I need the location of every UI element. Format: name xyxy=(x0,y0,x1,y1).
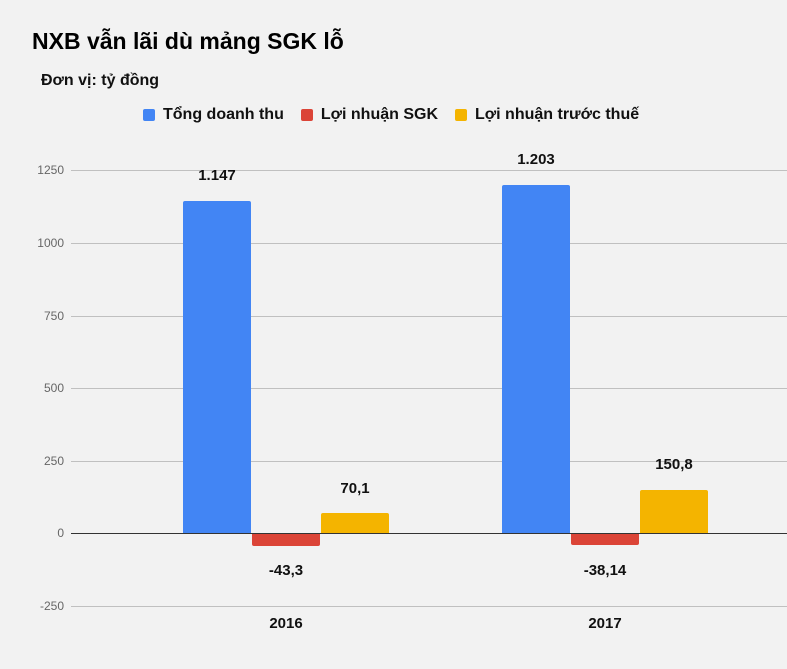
y-tick: 1250 xyxy=(37,163,64,177)
gridline-1000 xyxy=(71,243,787,244)
legend-item-pretax-profit[interactable]: Lợi nhuận trước thuế xyxy=(455,106,639,124)
bar-2016-revenue[interactable] xyxy=(183,201,251,534)
y-tick: -250 xyxy=(39,599,64,613)
y-tick: 0 xyxy=(57,526,64,540)
legend-swatch-blue-icon xyxy=(143,109,155,121)
value-label-2017-revenue: 1.203 xyxy=(517,151,555,168)
x-label-2017: 2017 xyxy=(588,615,622,632)
bar-2017-pretax-profit[interactable] xyxy=(640,490,708,534)
value-label-2017-pretax-profit: 150,8 xyxy=(655,456,693,473)
gridline-1250 xyxy=(71,170,787,171)
gridline-500 xyxy=(71,388,787,389)
y-tick: 500 xyxy=(43,381,64,395)
value-label-2016-pretax-profit: 70,1 xyxy=(340,480,370,497)
chart-subtitle: Đơn vị: tỷ đồng xyxy=(41,72,160,89)
zero-axis-line xyxy=(71,533,787,534)
legend-label: Lợi nhuận trước thuế xyxy=(475,106,640,123)
legend: Tổng doanh thu Lợi nhuận SGK Lợi nhuận t… xyxy=(143,106,656,124)
value-label-2017-sgk-profit: -38,14 xyxy=(583,562,627,579)
legend-swatch-red-icon xyxy=(300,109,313,121)
legend-label: Tổng doanh thu xyxy=(163,106,284,123)
y-tick: 750 xyxy=(43,309,64,323)
legend-swatch-yellow-icon xyxy=(455,109,468,121)
bar-2016-sgk-profit[interactable] xyxy=(252,534,320,546)
y-tick: 250 xyxy=(43,454,64,468)
gridline-250 xyxy=(71,461,787,462)
y-tick: 1000 xyxy=(37,236,64,250)
value-label-2016-sgk-profit: -43,3 xyxy=(268,562,304,579)
gridline-750 xyxy=(71,316,787,317)
x-label-2016: 2016 xyxy=(269,615,303,632)
gridline-minus-250 xyxy=(71,606,787,607)
legend-item-revenue[interactable]: Tổng doanh thu xyxy=(143,106,284,124)
legend-item-sgk-profit[interactable]: Lợi nhuận SGK xyxy=(300,106,439,124)
legend-label: Lợi nhuận SGK xyxy=(320,106,439,123)
bar-2016-pretax-profit[interactable] xyxy=(321,513,389,534)
chart-title: NXB vẫn lãi dù mảng SGK lỗ xyxy=(32,28,344,54)
value-label-2016-revenue: 1.147 xyxy=(198,167,236,184)
bar-2017-sgk-profit[interactable] xyxy=(571,534,639,545)
bar-2017-revenue[interactable] xyxy=(502,185,570,534)
